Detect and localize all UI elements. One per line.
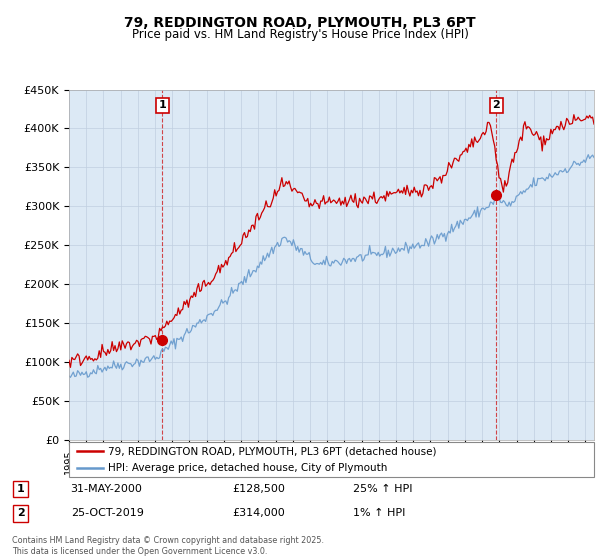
Text: £314,000: £314,000 [232,508,285,519]
Text: 25% ↑ HPI: 25% ↑ HPI [353,484,412,494]
FancyBboxPatch shape [69,442,594,477]
Text: 79, REDDINGTON ROAD, PLYMOUTH, PL3 6PT: 79, REDDINGTON ROAD, PLYMOUTH, PL3 6PT [124,16,476,30]
Text: 1: 1 [158,100,166,110]
Text: HPI: Average price, detached house, City of Plymouth: HPI: Average price, detached house, City… [109,463,388,473]
Text: £128,500: £128,500 [232,484,285,494]
Text: Price paid vs. HM Land Registry's House Price Index (HPI): Price paid vs. HM Land Registry's House … [131,28,469,41]
Text: 31-MAY-2000: 31-MAY-2000 [71,484,143,494]
Text: 2: 2 [17,508,25,519]
Text: 1% ↑ HPI: 1% ↑ HPI [353,508,405,519]
Text: 1: 1 [17,484,25,494]
Text: 2: 2 [493,100,500,110]
Text: Contains HM Land Registry data © Crown copyright and database right 2025.
This d: Contains HM Land Registry data © Crown c… [12,536,324,556]
Text: 79, REDDINGTON ROAD, PLYMOUTH, PL3 6PT (detached house): 79, REDDINGTON ROAD, PLYMOUTH, PL3 6PT (… [109,446,437,456]
Text: 25-OCT-2019: 25-OCT-2019 [71,508,143,519]
